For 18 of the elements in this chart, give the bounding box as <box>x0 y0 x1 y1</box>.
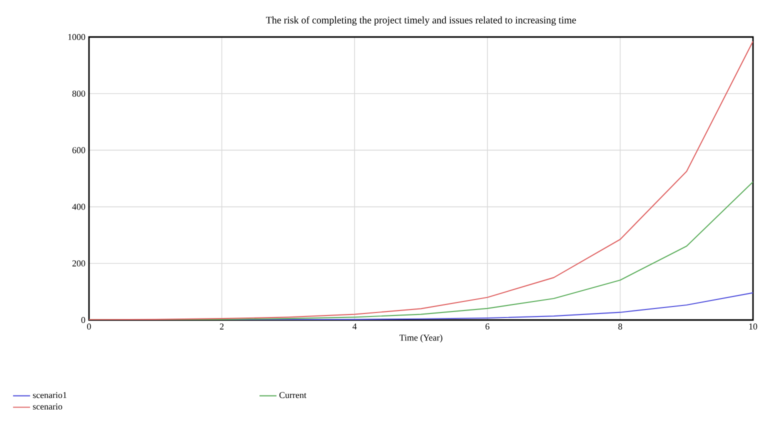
legend-label: Current <box>279 392 306 398</box>
x-tick-label: 10 <box>749 324 758 330</box>
y-tick-label: 1000 <box>68 34 86 40</box>
x-tick-label: 0 <box>87 324 91 330</box>
chart-title: The risk of completing the project timely and issues related to increasing time <box>266 16 576 26</box>
legend-label: scenario <box>32 404 62 410</box>
x-tick-label: 2 <box>220 324 224 330</box>
x-axis-title: Time (Year) <box>399 334 442 343</box>
y-tick-label: 800 <box>72 90 86 97</box>
x-tick-label: 4 <box>352 324 357 330</box>
line-series <box>89 40 754 320</box>
legend-label: scenario1 <box>32 392 66 398</box>
y-tick-label: 0 <box>81 316 86 324</box>
y-tick-label: 600 <box>72 147 86 154</box>
x-tick-label: 6 <box>486 324 490 330</box>
y-tick-label: 400 <box>72 204 86 210</box>
y-tick-label: 200 <box>72 260 86 266</box>
x-tick-label: 8 <box>618 324 622 330</box>
